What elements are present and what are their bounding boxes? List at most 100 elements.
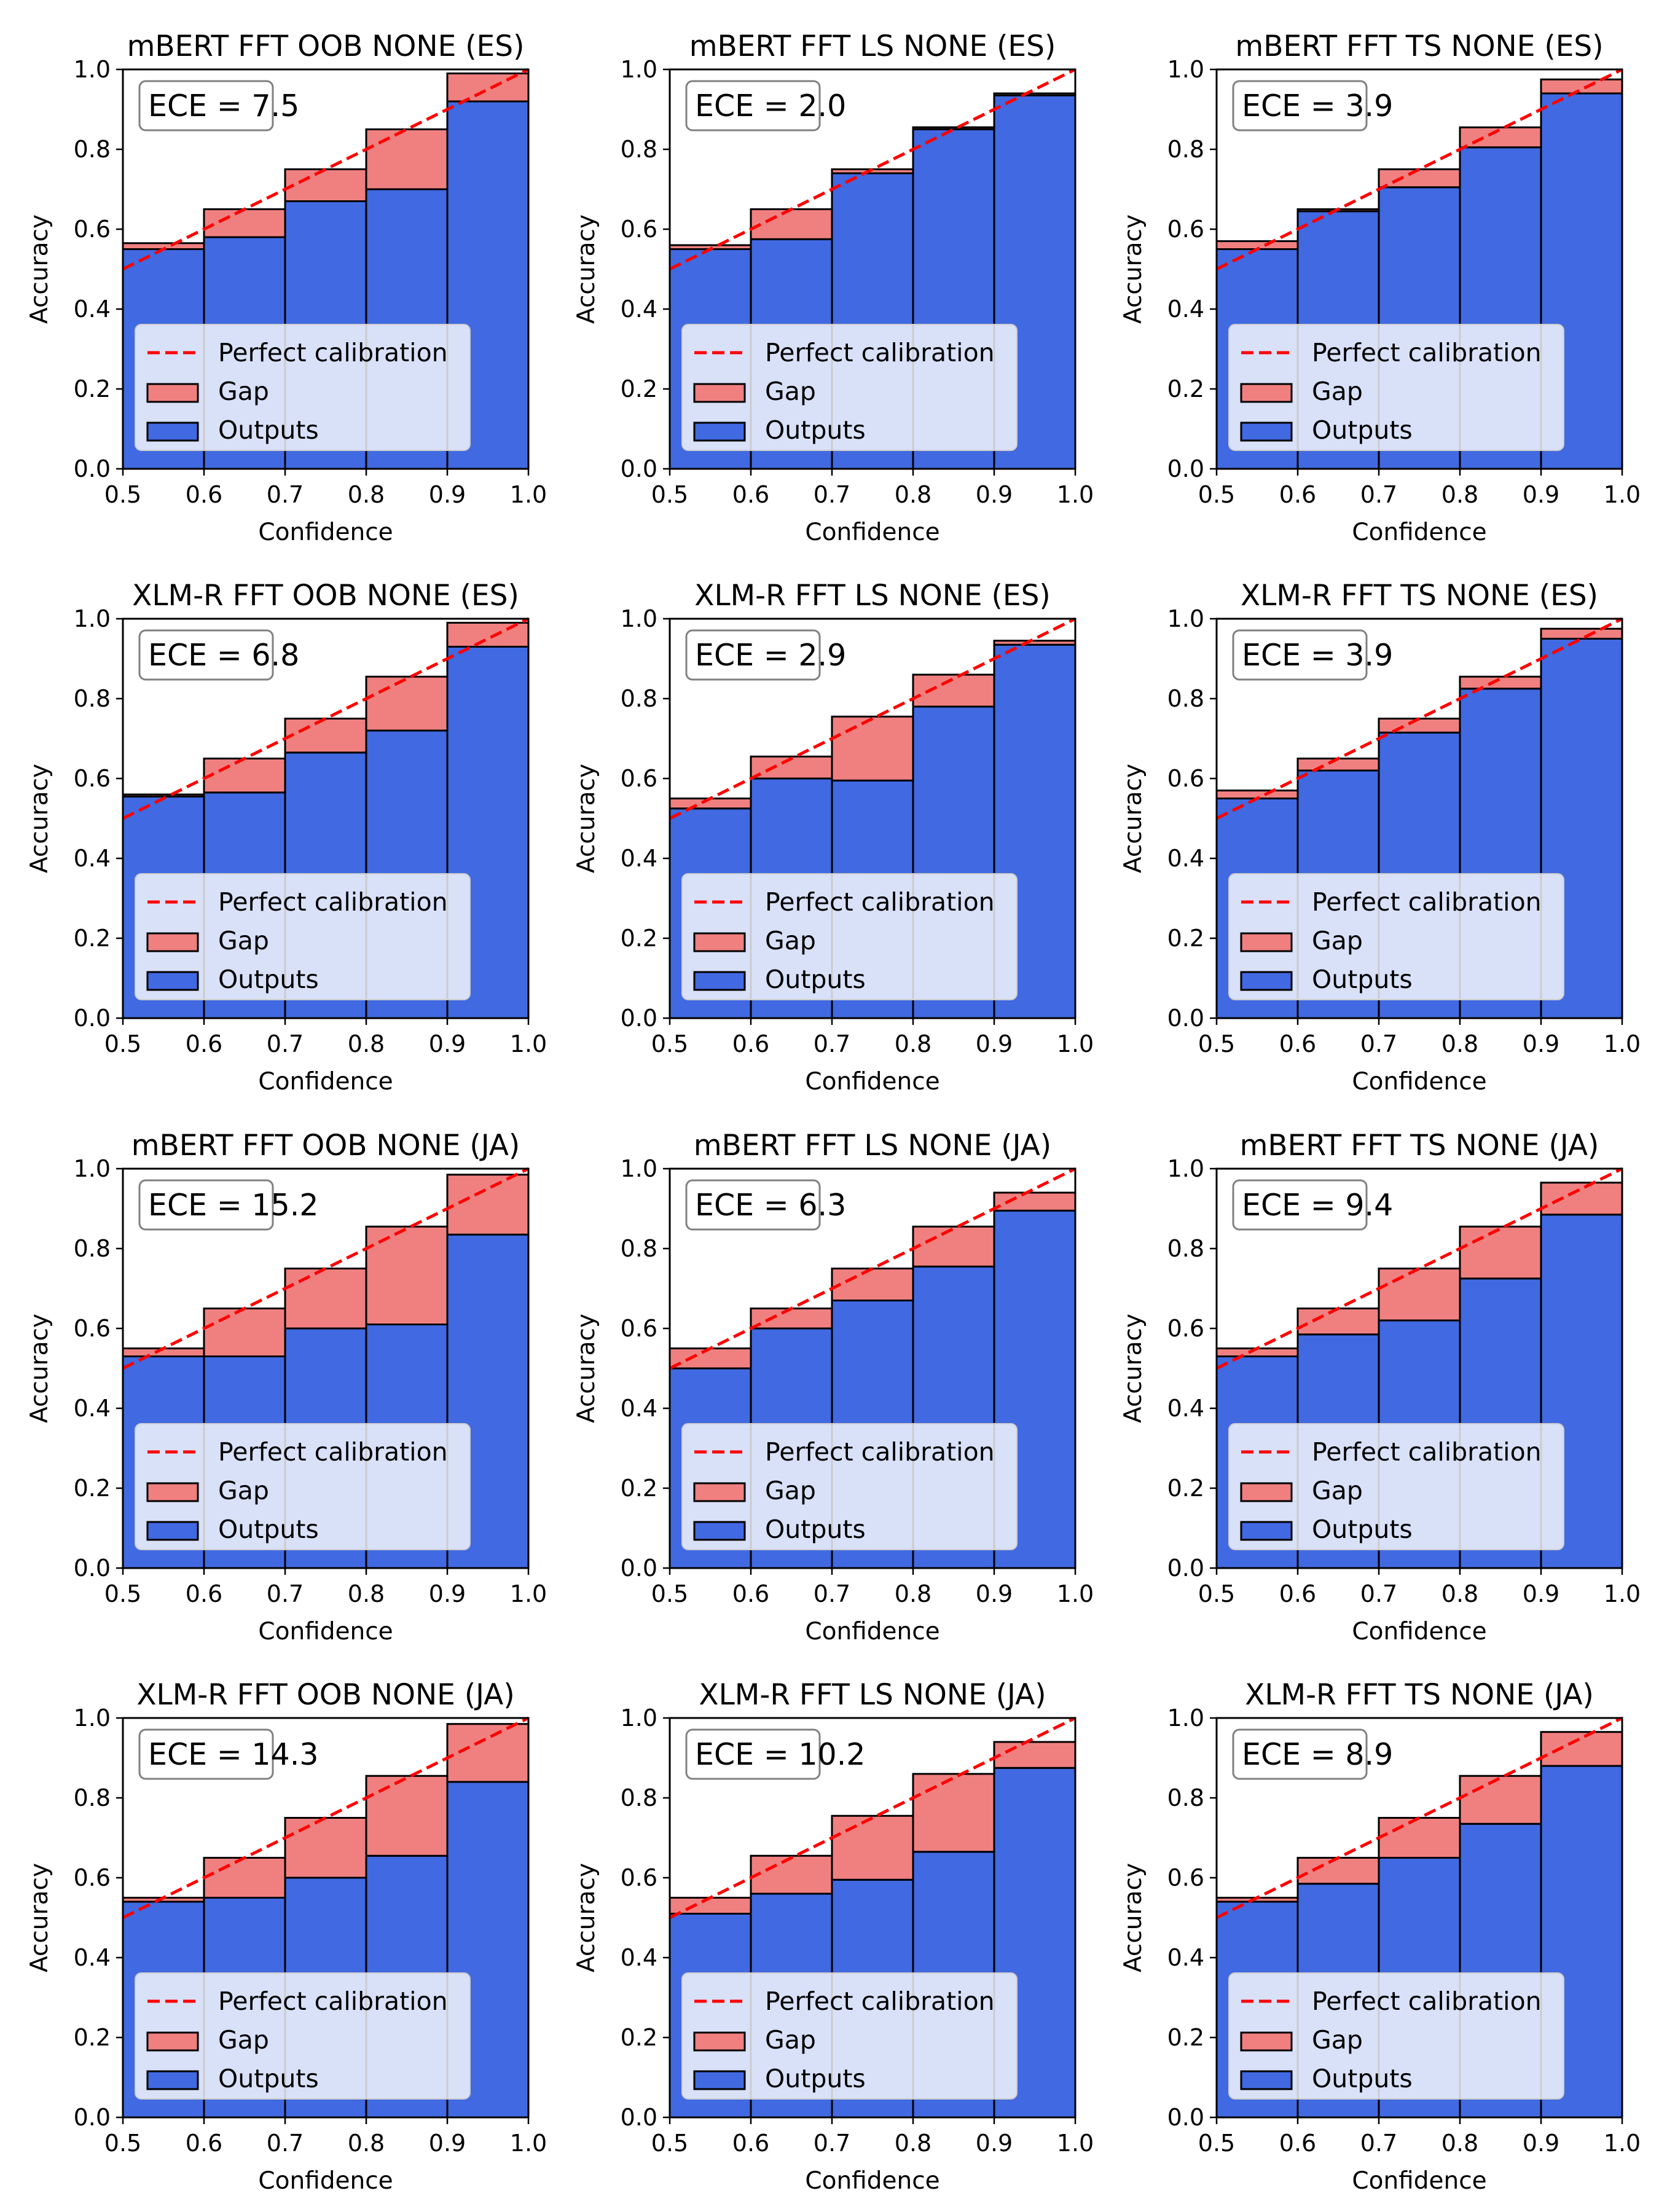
gap-bar [1459,1775,1542,1825]
gap-bar [365,675,449,732]
y-tick-label: 1.0 [621,56,657,83]
legend-perfect-label: Perfect calibration [218,1986,448,2016]
x-tick-label: 0.7 [267,1580,304,1607]
y-tick-label: 0.2 [1167,925,1204,952]
x-tick-label: 0.6 [732,481,769,508]
x-tick-label: 0.6 [186,2130,222,2157]
y-axis-label: Accuracy [1120,764,1147,873]
legend-outputs-label: Outputs [1312,2064,1413,2093]
y-axis-label: Accuracy [26,764,53,873]
perfect-calibration-line [122,68,530,271]
gap-bar [1459,1225,1542,1280]
legend-box [681,873,1018,1000]
x-tick-label: 1.0 [1057,481,1094,508]
perfect-calibration-line [122,617,530,820]
plot-frame [669,1167,1077,1569]
y-tick-label: 0.4 [621,845,657,872]
y-tick-label: 0.0 [621,2104,657,2131]
y-axis-label: Accuracy [26,1863,53,1972]
x-tick-label: 0.9 [429,2130,466,2157]
gap-bar [203,758,286,794]
gap-bar [912,673,995,708]
gap-bar [669,1897,752,1915]
legend-perfect-label: Perfect calibration [1312,1437,1542,1467]
x-tick-label: 0.5 [104,1030,141,1057]
y-tick-label: 0.4 [621,296,657,323]
perfect-calibration-line [1215,68,1623,271]
x-tick-label: 1.0 [1604,481,1641,508]
ece-box [138,1728,274,1780]
x-tick-label: 0.8 [895,1030,931,1057]
gap-bar [203,1857,286,1899]
gap-bar [1459,126,1542,149]
perfect-calibration-line [669,1167,1077,1370]
y-tick-label: 0.2 [621,1475,657,1502]
legend-outputs-swatch [146,1521,199,1541]
legend-box [1228,1972,1564,2100]
subplot-title: mBERT FFT TS NONE (ES) [1235,29,1603,63]
legend-gap-swatch [1240,932,1293,952]
legend-perfect-label: Perfect calibration [765,338,995,367]
perfect-calibration-line [122,1167,530,1370]
plot-frame [669,618,1077,1019]
subplot-5: XLM-R FFT LS NONE (ES) 0.5 0.6 0.7 0.8 0.9 1.0… [573,579,1094,1096]
y-tick-label: 0.6 [621,765,657,792]
y-tick-label: 0.2 [1167,1475,1204,1502]
x-tick-label: 0.7 [814,2130,850,2157]
y-tick-label: 0.8 [621,1784,657,1811]
legend-gap-swatch [1240,383,1293,403]
legend-box [681,1423,1018,1550]
subplot-title: mBERT FFT OOB NONE (JA) [131,1129,520,1163]
y-axis-label: Accuracy [26,214,53,324]
legend-gap-label: Gap [765,926,816,955]
x-tick-label: 0.6 [1279,1030,1316,1057]
y-tick-label: 0.4 [1167,296,1204,323]
legend-outputs-swatch [693,1521,746,1541]
y-tick-label: 0.2 [1167,375,1204,402]
y-tick-label: 0.6 [74,1315,111,1342]
legend-perfect-label: Perfect calibration [765,1437,995,1467]
legend-gap-swatch [146,932,199,952]
legend-gap-label: Gap [765,377,816,406]
x-tick-label: 1.0 [510,481,547,508]
ece-box [685,1179,821,1231]
x-axis-label: Confidence [1352,1068,1486,1096]
y-tick-label: 0.6 [74,765,111,792]
x-axis-label: Confidence [1352,2167,1486,2195]
x-tick-label: 0.8 [348,1030,385,1057]
legend-outputs-swatch [1240,2070,1293,2090]
gap-bar [1540,1182,1623,1216]
legend-gap-label: Gap [1312,2025,1363,2055]
subplot-title: mBERT FFT TS NONE (JA) [1240,1129,1599,1163]
gap-bar [365,128,449,190]
x-tick-label: 0.5 [1198,1580,1235,1607]
y-tick-label: 0.4 [1167,1944,1204,1971]
gap-bar [750,1854,833,1895]
x-axis-label: Confidence [805,1068,939,1096]
legend-box [1228,324,1564,451]
y-tick-label: 0.0 [1167,1555,1204,1582]
gap-bar [446,73,530,103]
y-tick-label: 0.8 [74,1784,111,1811]
legend-box [135,1423,471,1550]
y-tick-label: 0.0 [621,1005,657,1032]
x-axis-label: Confidence [1352,1618,1486,1645]
x-tick-label: 0.9 [976,2130,1013,2157]
subplot-11: XLM-R FFT LS NONE (JA) 0.5 0.6 0.7 0.8 0.9 1.0… [573,1678,1094,2195]
x-tick-label: 1.0 [1057,1580,1094,1607]
legend-gap-label: Gap [765,2025,816,2055]
legend-box [681,324,1018,451]
ece-value: ECE = 8.9 [1242,1737,1393,1772]
y-tick-label: 0.0 [621,1555,657,1582]
ece-value: ECE = 2.9 [695,638,846,673]
legend-perfect-label: Perfect calibration [218,887,448,917]
x-tick-label: 0.8 [895,2130,931,2157]
y-tick-label: 0.0 [74,455,111,482]
x-tick-label: 0.9 [976,1030,1013,1057]
legend-gap-label: Gap [218,377,269,406]
ece-box [1232,1179,1368,1231]
gap-bar [284,1817,367,1879]
x-tick-label: 0.6 [1279,1580,1316,1607]
legend-outputs-label: Outputs [765,415,866,445]
y-tick-label: 0.8 [1167,1784,1204,1811]
